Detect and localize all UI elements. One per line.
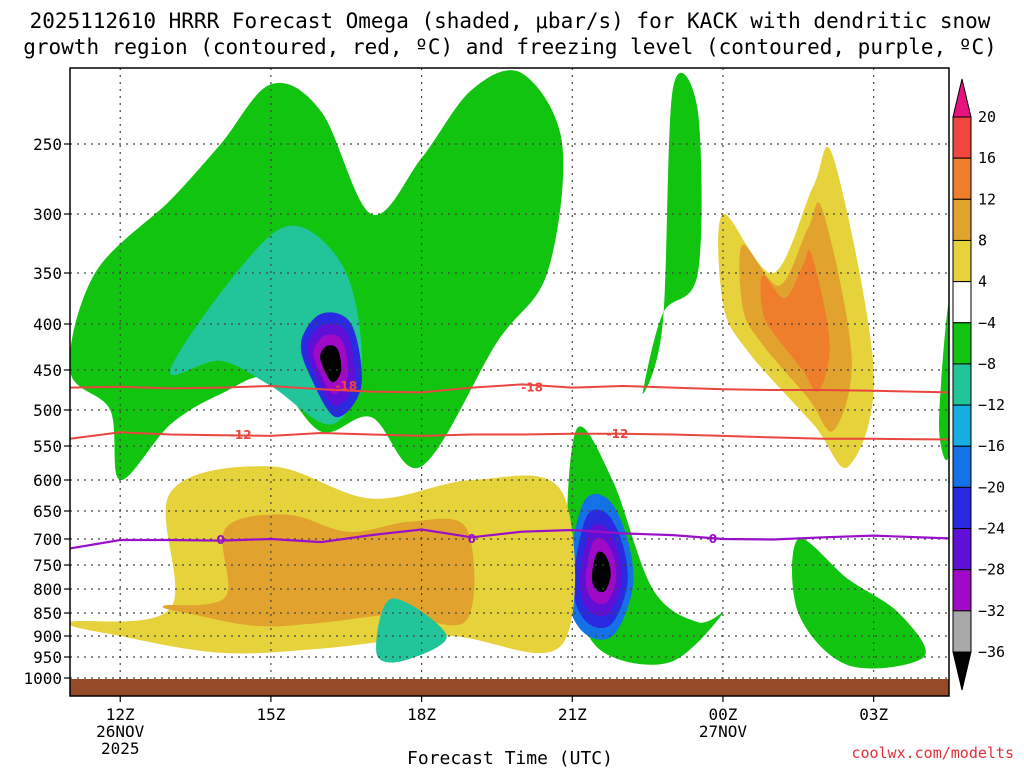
- plot-area: -18 -18 -12 -12 0 0 0: [69, 67, 950, 697]
- colorbar-tick-10: −24: [978, 520, 1005, 538]
- omega-region-1-band-0: [642, 72, 702, 395]
- colorbar-tick-0: 20: [978, 108, 996, 126]
- x-tick-year-12Z: 2025: [101, 739, 140, 758]
- omega-region-8-band-1: [162, 514, 475, 627]
- freezing-level-label-2: 0: [709, 532, 717, 546]
- colorbar-segment-6: [952, 363, 972, 406]
- x-tick-label-03Z: 03Z: [859, 705, 888, 724]
- colorbar-segment-2: [952, 198, 972, 241]
- y-tick-label-450: 450: [33, 361, 62, 380]
- chart-title-line2: growth region (contoured, red, ºC) and f…: [23, 35, 997, 59]
- y-tick-label-950: 950: [33, 648, 62, 667]
- colorbar-tick-3: 8: [978, 231, 987, 249]
- colorbar-segment-8: [952, 445, 972, 488]
- isotherm-label--12-0: -12: [230, 428, 252, 442]
- colorbar-segment-11: [952, 569, 972, 612]
- colorbar-segment-0: [952, 116, 972, 159]
- colorbar-segment-9: [952, 486, 972, 530]
- x-axis-label: Forecast Time (UTC): [407, 748, 613, 768]
- colorbar-tick-9: −20: [978, 478, 1005, 496]
- freezing-level-label-1: 0: [468, 532, 476, 546]
- y-tick-label-250: 250: [33, 135, 62, 154]
- surface-ground: [70, 679, 949, 696]
- y-tick-label-350: 350: [33, 264, 62, 283]
- colorbar-tick-6: −8: [978, 355, 996, 373]
- y-tick-label-700: 700: [33, 530, 62, 549]
- isotherm-line--18: [69, 383, 950, 394]
- y-tick-label-900: 900: [33, 627, 62, 646]
- y-tick-label-400: 400: [33, 315, 62, 334]
- colorbar-tick-4: 4: [978, 273, 987, 291]
- colorbar-tick-5: −4: [978, 314, 996, 332]
- y-tick-label-1000: 1000: [23, 669, 62, 688]
- colorbar-segment-12: [952, 610, 972, 653]
- colorbar-tick-11: −28: [978, 561, 1005, 579]
- y-tick-label-550: 550: [33, 437, 62, 456]
- isotherm-line--12: [69, 431, 950, 441]
- colorbar-tick-12: −32: [978, 602, 1005, 620]
- plot-frame: [69, 67, 950, 697]
- chart-title-line1: 2025112610 HRRR Forecast Omega (shaded, …: [30, 9, 991, 33]
- y-tick-label-750: 750: [33, 556, 62, 575]
- omega-region-11-band-0: [939, 303, 949, 461]
- colorbar-segment-3: [952, 239, 972, 283]
- colorbar-tick-1: 16: [978, 149, 996, 167]
- y-tick-label-850: 850: [33, 604, 62, 623]
- y-tick-label-500: 500: [33, 401, 62, 420]
- isotherm-label--12-1: -12: [607, 427, 629, 441]
- x-tick-label-18Z: 18Z: [407, 705, 436, 724]
- y-axis: 250 300 350 400 450 500 550 600 650 700 750 800 850 9…: [23, 135, 70, 688]
- omega-region-9-band-2: [760, 250, 830, 393]
- x-tick-date-00Z: 27NOV: [699, 722, 748, 741]
- isotherm-label--18-0: -18: [335, 379, 357, 393]
- isotherm-label--18-1: -18: [521, 381, 543, 395]
- x-tick-label-15Z: 15Z: [256, 705, 285, 724]
- y-tick-label-800: 800: [33, 580, 62, 599]
- colorbar-segment-5: [952, 322, 972, 365]
- colorbar-tick-8: −16: [978, 437, 1005, 455]
- freezing-level-label-0: 0: [217, 533, 225, 547]
- omega-region-12-band-0: [376, 598, 447, 663]
- omega-region-4-band-3: [320, 345, 342, 383]
- colorbar-tick-7: −12: [978, 396, 1005, 414]
- isotherm-contours: -18 -18 -12 -12 0 0 0: [69, 379, 950, 550]
- colorbar-tick-2: 12: [978, 190, 996, 208]
- colorbar: 20 16 12 8 4 −4 −8 −12 −16 −20 −24 −28 −32 −36: [952, 78, 1005, 691]
- colorbar-segment-10: [952, 528, 972, 571]
- colorbar-bottom-arrow: [952, 651, 972, 691]
- colorbar-tick-13: −36: [978, 643, 1005, 661]
- colorbar-top-arrow: [952, 78, 972, 118]
- y-tick-label-650: 650: [33, 502, 62, 521]
- y-tick-label-600: 600: [33, 471, 62, 490]
- colorbar-segment-7: [952, 404, 972, 447]
- x-tick-date-12Z: 26NOV: [96, 722, 145, 741]
- colorbar-segment-1: [952, 157, 972, 200]
- credit-text: coolwx.com/modelts: [851, 744, 1014, 762]
- omega-region-10-band-0: [792, 538, 926, 669]
- freezing-level-line: [69, 528, 950, 550]
- y-tick-label-300: 300: [33, 205, 62, 224]
- colorbar-segment-4: [952, 281, 972, 324]
- x-tick-label-00Z: 00Z: [709, 705, 738, 724]
- x-tick-label-12Z: 12Z: [106, 705, 135, 724]
- x-tick-label-21Z: 21Z: [558, 705, 587, 724]
- omega-region-5-band-4: [591, 551, 611, 593]
